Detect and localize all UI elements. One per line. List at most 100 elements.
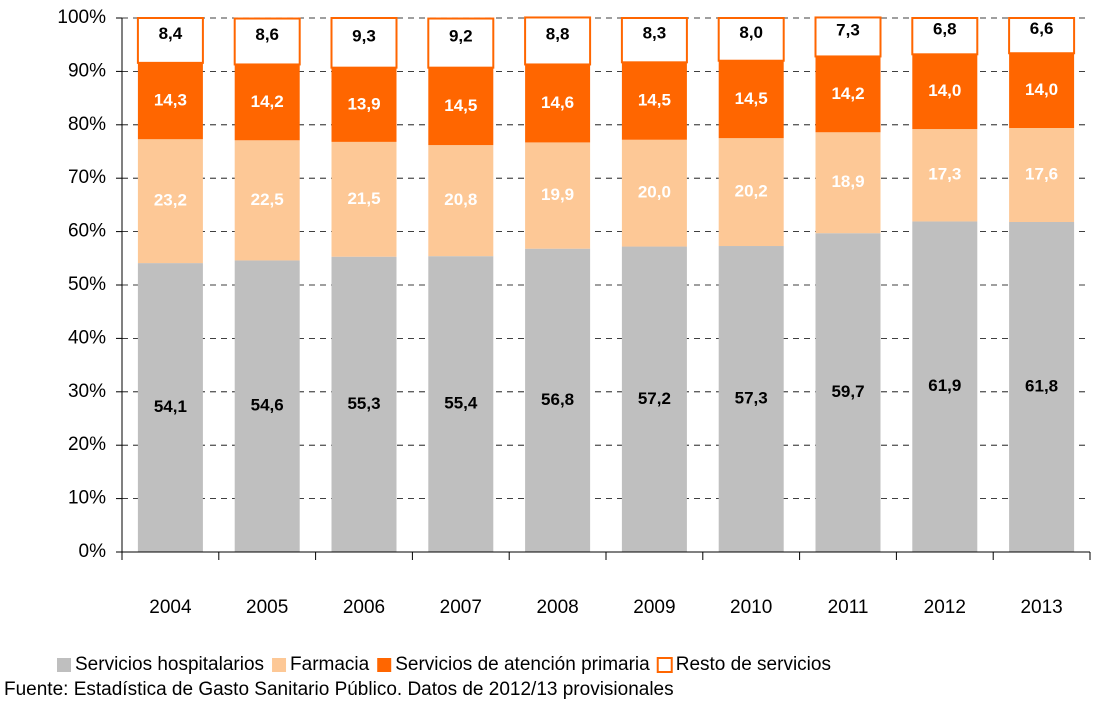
value-label: 8,0	[739, 23, 763, 42]
value-label: 20,0	[638, 183, 671, 202]
bar-segment	[912, 221, 978, 553]
value-label: 8,6	[255, 25, 279, 44]
bar-segment	[427, 17, 495, 69]
bar-segment	[525, 64, 591, 143]
bar-segment	[815, 56, 881, 133]
x-tick-label: 2011	[828, 597, 869, 618]
bar-segment	[815, 132, 881, 234]
x-tick-label: 2013	[1020, 597, 1062, 618]
bar-segment	[137, 139, 203, 264]
legend-label: Resto de servicios	[676, 654, 831, 675]
y-tick-label: 20%	[68, 434, 106, 455]
bar-segment	[718, 246, 784, 552]
bar-segment	[815, 233, 881, 552]
bar-segment	[1009, 221, 1075, 552]
value-label: 59,7	[831, 382, 864, 401]
x-tick-label: 2008	[536, 597, 578, 618]
y-tick-label: 0%	[79, 541, 107, 562]
x-tick-label: 2012	[924, 597, 966, 618]
x-tick-label: 2006	[343, 597, 385, 618]
bar-segment	[331, 256, 397, 552]
value-label: 61,9	[928, 376, 961, 395]
value-label: 14,5	[638, 91, 671, 110]
value-label: 13,9	[347, 94, 380, 113]
bar-segment	[718, 60, 784, 139]
value-label: 19,9	[541, 185, 574, 204]
value-label: 8,4	[159, 24, 183, 43]
value-label: 14,3	[154, 91, 187, 110]
bar-segment	[233, 17, 301, 66]
value-label: 54,6	[251, 396, 284, 415]
legend-swatch	[656, 657, 673, 673]
y-tick-label: 50%	[68, 274, 106, 295]
x-tick-label: 2004	[149, 597, 192, 618]
y-tick-label: 60%	[68, 221, 106, 242]
value-label: 57,3	[735, 388, 768, 407]
value-label: 9,2	[449, 27, 473, 46]
source: Fuente: Estadística de Gasto Sanitario P…	[4, 679, 674, 700]
x-tick-label: 2005	[246, 597, 288, 618]
bar-segment	[428, 145, 494, 257]
y-tick-label: 70%	[68, 167, 106, 188]
bar-segment	[718, 138, 784, 247]
value-label: 22,5	[251, 190, 284, 209]
value-label: 14,5	[444, 96, 477, 115]
bar-segment	[525, 142, 591, 249]
value-label: 14,0	[1025, 80, 1058, 99]
bar-segment	[911, 17, 979, 56]
bar-segment	[621, 62, 687, 140]
value-label: 6,6	[1030, 19, 1054, 38]
legend-label: Servicios de atención primaria	[395, 654, 650, 675]
value-label: 8,3	[643, 24, 667, 43]
value-label: 8,8	[546, 24, 570, 43]
bar-segment	[620, 17, 688, 64]
x-tick-label: 2009	[633, 597, 675, 618]
y-tick-label: 80%	[68, 114, 106, 135]
value-label: 57,2	[638, 389, 671, 408]
y-tick-label: 10%	[68, 488, 106, 509]
value-label: 56,8	[541, 390, 574, 409]
bar-segment	[137, 62, 203, 140]
bar-segment	[525, 248, 591, 553]
legend-swatch	[377, 658, 392, 672]
value-label: 14,5	[735, 89, 768, 108]
bar-segment	[524, 16, 592, 66]
bar-segment	[428, 67, 494, 146]
bar-segment	[912, 129, 978, 222]
value-label: 54,1	[154, 397, 187, 416]
value-label: 55,4	[444, 394, 478, 413]
bar-segment	[331, 67, 397, 142]
bar-segment	[428, 256, 494, 552]
y-tick-label: 100%	[57, 7, 106, 28]
x-tick-label: 2007	[440, 597, 482, 618]
value-label: 20,2	[735, 182, 768, 201]
value-label: 9,3	[352, 26, 376, 45]
value-label: 14,2	[251, 92, 284, 111]
legend-swatch	[57, 658, 71, 672]
bar-segment	[912, 54, 978, 130]
value-label: 17,6	[1025, 164, 1058, 183]
value-label: 14,2	[831, 84, 864, 103]
value-label: 20,8	[444, 190, 477, 209]
legend-label: Servicios hospitalarios	[75, 654, 264, 675]
value-label: 23,2	[154, 191, 187, 210]
bar-segment	[137, 263, 203, 552]
bar-segment	[331, 141, 397, 257]
bar-segment	[234, 64, 300, 141]
y-tick-label: 40%	[68, 327, 106, 348]
bar-segment	[621, 139, 687, 247]
bar-segment	[234, 260, 300, 552]
bar-segment	[1009, 128, 1075, 222]
bar-segment	[1009, 53, 1075, 129]
y-tick-label: 90%	[68, 60, 106, 81]
value-label: 61,8	[1025, 376, 1058, 395]
bar-segment	[234, 140, 300, 261]
bar-segment	[621, 246, 687, 552]
value-label: 55,3	[347, 394, 380, 413]
bar-segment	[1008, 17, 1076, 55]
value-label: 21,5	[347, 189, 380, 208]
value-label: 7,3	[836, 20, 860, 39]
value-label: 18,9	[831, 172, 864, 191]
